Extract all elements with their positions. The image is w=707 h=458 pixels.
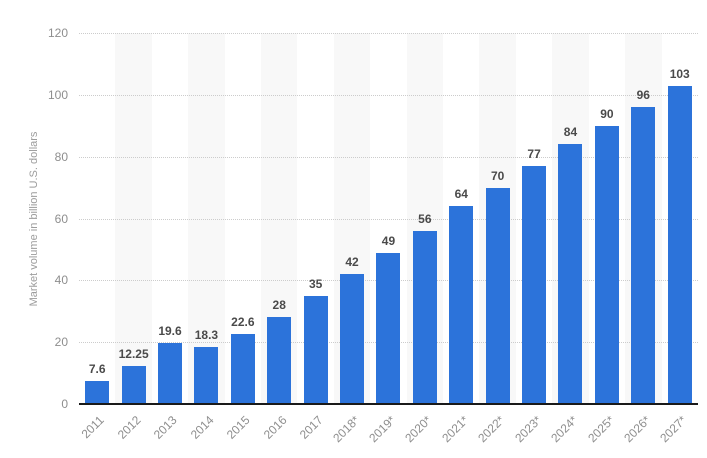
- x-tick-label: 2023*: [511, 413, 544, 446]
- x-tick-label: 2027*: [657, 413, 690, 446]
- x-axis-line: [79, 403, 698, 405]
- y-tick-label: 60: [54, 211, 68, 226]
- y-tick-label: 0: [61, 397, 68, 411]
- x-tick-label: 2021*: [439, 413, 472, 446]
- bar[interactable]: [412, 230, 437, 404]
- bar[interactable]: [121, 366, 146, 404]
- x-tick-label: 2025*: [584, 413, 617, 446]
- bar[interactable]: [303, 295, 328, 404]
- bar[interactable]: [631, 107, 656, 404]
- y-tick-label: 40: [54, 273, 68, 288]
- x-tick-label: 2014: [187, 413, 217, 442]
- y-tick-label: 120: [47, 26, 68, 40]
- bar[interactable]: [376, 252, 401, 404]
- gridline: [79, 94, 698, 96]
- bars-layer: 7.6 12.25 19.6 18.3 22.6 28 35 42 49 56 64 70 77 84 90…: [79, 33, 698, 404]
- gridline: [79, 218, 698, 220]
- x-tick-label: 2019*: [366, 413, 399, 446]
- bar[interactable]: [158, 343, 183, 404]
- x-tick-label: 2026*: [621, 413, 654, 446]
- x-tick-label: 2020*: [402, 413, 435, 446]
- bar[interactable]: [340, 274, 365, 404]
- bar[interactable]: [667, 85, 692, 404]
- x-tick-label: 2013: [151, 413, 180, 442]
- bar[interactable]: [194, 347, 219, 404]
- bar[interactable]: [267, 317, 292, 404]
- x-tick-label: 2015: [223, 413, 253, 442]
- x-tick-label: 2024*: [548, 413, 581, 446]
- bar[interactable]: [594, 125, 619, 404]
- plot-area: 2011 2012 2013 2014 2015 2016 2017 2018* 2019* 20…: [79, 33, 698, 445]
- bar[interactable]: [558, 144, 583, 404]
- bar[interactable]: [449, 206, 474, 404]
- bar[interactable]: [85, 380, 110, 404]
- bar[interactable]: [485, 187, 510, 404]
- x-tick-label: 2017: [296, 413, 326, 442]
- bar[interactable]: [522, 165, 547, 404]
- gridline: [79, 33, 698, 34]
- bar[interactable]: [230, 334, 255, 404]
- y-tick-label: 20: [54, 335, 68, 350]
- x-tick-label: 2016: [260, 413, 290, 442]
- x-tick-label: 2018*: [329, 413, 362, 446]
- x-tick-label: 2022*: [475, 413, 508, 446]
- y-tick-label: 100: [47, 87, 68, 102]
- y-tick-label: 80: [54, 149, 68, 164]
- gridline: [79, 156, 698, 158]
- x-tick-label: 2012: [114, 413, 144, 442]
- x-tick-label: 2011: [78, 413, 108, 442]
